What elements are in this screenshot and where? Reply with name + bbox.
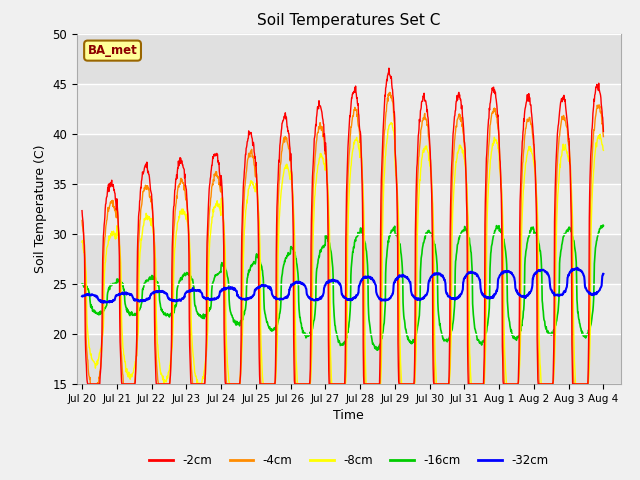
Bar xyxy=(77,134,621,184)
Bar xyxy=(77,34,621,84)
Bar xyxy=(77,334,621,384)
Bar xyxy=(77,184,621,234)
Title: Soil Temperatures Set C: Soil Temperatures Set C xyxy=(257,13,440,28)
Bar xyxy=(77,84,621,134)
Legend: -2cm, -4cm, -8cm, -16cm, -32cm: -2cm, -4cm, -8cm, -16cm, -32cm xyxy=(144,449,554,472)
Y-axis label: Soil Temperature (C): Soil Temperature (C) xyxy=(34,144,47,273)
X-axis label: Time: Time xyxy=(333,409,364,422)
Text: BA_met: BA_met xyxy=(88,44,138,57)
Bar xyxy=(77,234,621,284)
Bar xyxy=(77,284,621,334)
